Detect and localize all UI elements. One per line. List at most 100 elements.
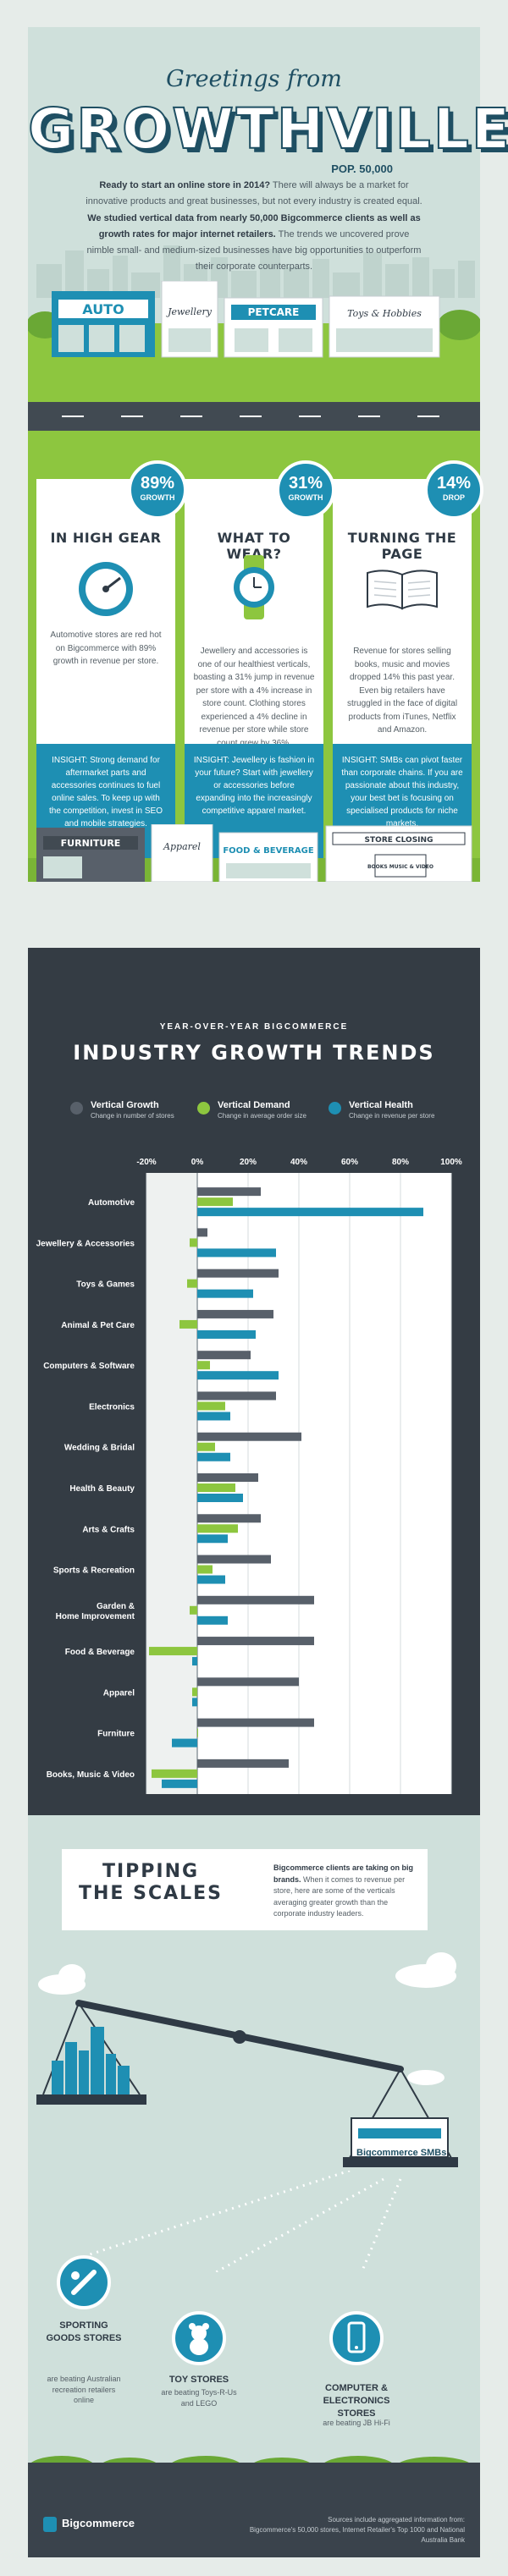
lane-marking <box>121 416 143 417</box>
bar-vertical-health <box>197 1371 279 1380</box>
growth-badge: 31% GROWTH <box>276 460 335 520</box>
bar-vertical-growth <box>197 1555 271 1564</box>
chart-title: INDUSTRY GROWTH TRENDS <box>73 1041 435 1065</box>
bar-vertical-demand <box>197 1361 210 1370</box>
page-title: GROWTHVILLE <box>27 96 508 162</box>
bar-vertical-demand <box>149 1647 197 1656</box>
store-auto <box>52 291 155 357</box>
cloud-icon <box>395 1952 456 1988</box>
balance-scale-illustration <box>36 1952 458 2167</box>
store-apparel <box>151 824 213 882</box>
store-sign-auto: AUTO <box>82 301 124 317</box>
chart-legend: Vertical Growth Change in number of stor… <box>70 1100 468 1134</box>
bar-vertical-demand <box>197 1401 225 1411</box>
category-label: Health & Beauty <box>69 1484 135 1494</box>
category-label: Arts & Crafts <box>82 1525 135 1534</box>
storefront-row-bottom: FURNITURE Apparel FOOD & BEVERAGE STORE … <box>28 824 480 882</box>
lane-marking <box>240 416 262 417</box>
bigcommerce-logo-icon <box>43 2517 57 2532</box>
bar-vertical-demand <box>179 1319 197 1329</box>
store-sign-toys: Toys & Hobbies <box>347 308 422 319</box>
bar-vertical-demand <box>197 1442 215 1451</box>
legend-swatch <box>329 1102 341 1115</box>
bar-vertical-demand <box>197 1565 213 1574</box>
x-tick-label: 100% <box>440 1158 462 1167</box>
bar-vertical-health <box>197 1616 228 1625</box>
x-tick-label: 60% <box>341 1158 358 1167</box>
bar-vertical-health <box>197 1289 253 1298</box>
badge-value: 31% <box>288 474 323 493</box>
store-petcare <box>224 297 323 358</box>
negative-region <box>146 1173 197 1794</box>
x-tick-label: 20% <box>240 1158 257 1167</box>
bar-vertical-growth <box>197 1187 261 1197</box>
bar-vertical-health <box>192 1657 197 1666</box>
store-sign-apparel: Apparel <box>163 841 201 852</box>
footer-sources: Sources include aggregated information f… <box>228 2515 465 2546</box>
speedometer-icon <box>79 562 133 616</box>
bar-vertical-health <box>192 1698 197 1707</box>
badge-value: 89% <box>140 474 175 493</box>
legend-label: Vertical Health <box>349 1100 413 1110</box>
card-text: Jewellery and accessories is one of our … <box>193 647 315 748</box>
store-sign-petcare: PETCARE <box>248 306 300 318</box>
open-book-icon <box>367 570 438 610</box>
bar-vertical-health <box>197 1329 256 1339</box>
category-label: Wedding & Bridal <box>64 1444 135 1453</box>
tipping-section: TIPPING THE SCALES Bigcommerce clients a… <box>28 1815 480 2551</box>
store-sign-furniture: FURNITURE <box>61 838 121 849</box>
cloud-icon <box>407 2070 444 2085</box>
chart-section: YEAR-OVER-YEAR BIGCOMMERCE INDUSTRY GROW… <box>28 948 480 1815</box>
highlight-cards: 89% GROWTH IN HIGH GEAR Automotive store… <box>28 442 483 882</box>
store-sign-jewellery: Jewellery <box>166 306 213 317</box>
category-sub-electronics: are beating JB Hi-Fi <box>323 2419 390 2427</box>
bar-vertical-growth <box>197 1351 251 1360</box>
category-sub-toys: are beating Toys-R-Us and LEGO <box>161 2388 237 2408</box>
category-sub-sporting: are beating Australian recreation retail… <box>47 2375 121 2405</box>
bar-vertical-health <box>197 1452 230 1461</box>
legend-description: Change in number of stores <box>91 1112 174 1120</box>
badge-label: DROP <box>442 493 465 502</box>
store-sign-food: FOOD & BEVERAGE <box>223 846 313 856</box>
category-title-sporting: SPORTING GOODS STORES <box>46 2320 122 2343</box>
legend-label: Vertical Demand <box>218 1100 290 1110</box>
bar-vertical-health <box>197 1208 423 1217</box>
drop-badge: 14% DROP <box>424 460 483 520</box>
bar-vertical-growth <box>197 1228 207 1237</box>
category-label: Electronics <box>89 1402 135 1412</box>
greeting-text: Greetings from <box>166 66 342 92</box>
category-title-toys: TOY STORES <box>168 2375 229 2385</box>
bar-vertical-growth <box>197 1473 258 1482</box>
bar-vertical-demand <box>190 1238 197 1247</box>
bar-vertical-demand <box>197 1197 233 1207</box>
category-label: Animal & Pet Care <box>61 1321 135 1330</box>
bar-vertical-demand <box>190 1605 197 1615</box>
intro-bold: We studied vertical data from nearly 50,… <box>87 212 421 239</box>
footer-logo-text[interactable]: Bigcommerce <box>62 2517 135 2529</box>
category-label: Toys & Games <box>76 1280 135 1290</box>
x-tick-label: 0% <box>191 1158 204 1167</box>
category-label: Food & Beverage <box>65 1648 135 1657</box>
category-icon-electronics <box>329 2311 384 2365</box>
bar-vertical-growth <box>197 1718 314 1727</box>
store-furniture <box>36 828 145 882</box>
bar-vertical-health <box>197 1248 276 1258</box>
x-tick-label: 40% <box>290 1158 307 1167</box>
road <box>28 402 480 431</box>
bar-vertical-growth <box>197 1432 301 1441</box>
category-label: Jewellery & Accessories <box>36 1239 135 1248</box>
card-text: Revenue for stores selling books, music … <box>346 647 458 735</box>
bar-vertical-health <box>197 1575 225 1584</box>
bar-vertical-demand <box>152 1769 197 1778</box>
intro-rest: There will always be a market for innova… <box>86 180 422 207</box>
tipping-text-rest: When it comes to revenue per store, here… <box>273 1874 406 1918</box>
bar-vertical-growth <box>197 1595 314 1604</box>
category-icon-sporting <box>57 2255 111 2309</box>
card-heading: WHAT TO WEAR? <box>217 530 291 562</box>
card-heading: IN HIGH GEAR <box>50 530 162 546</box>
bar-vertical-growth <box>197 1514 261 1523</box>
badge-value: 14% <box>436 474 472 493</box>
baseball-bat-icon <box>71 2270 97 2295</box>
tipping-text-bold: Bigcommerce clients are taking on big br… <box>273 1863 414 1884</box>
